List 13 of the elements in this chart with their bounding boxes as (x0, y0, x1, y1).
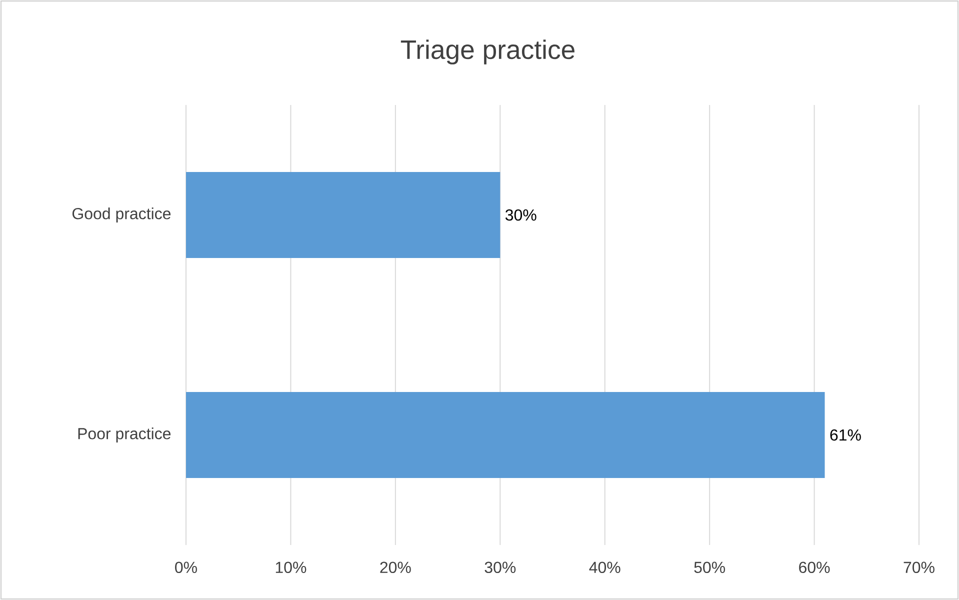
chart-title: Triage practice (400, 40, 574, 64)
x-tick-label: 20% (380, 562, 411, 574)
data-label: 30% (505, 209, 536, 221)
y-tick-label: Good practice (72, 208, 171, 222)
x-tick-label: 50% (694, 562, 726, 574)
y-tick-label: Poor practice (78, 428, 171, 442)
x-tick-label: 70% (904, 562, 934, 574)
x-tick-label: 60% (799, 562, 830, 574)
data-label: 61% (830, 429, 861, 441)
x-tick-label: 30% (484, 562, 516, 574)
x-tick-label: 40% (589, 562, 620, 574)
x-tick-label: 0% (175, 562, 197, 574)
x-tick-label: 10% (276, 562, 306, 574)
